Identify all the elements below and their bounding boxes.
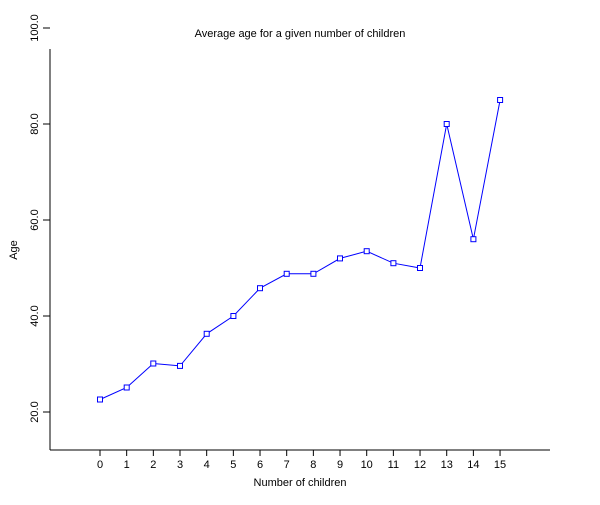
x-tick-label: 5 (230, 459, 236, 471)
data-point-marker (310, 270, 317, 277)
x-tick-label: 15 (494, 459, 506, 471)
x-tick-label: 13 (441, 459, 453, 471)
x-tick-label: 2 (150, 459, 156, 471)
data-point-marker (363, 248, 370, 255)
x-tick-label: 6 (257, 459, 263, 471)
data-point-marker (123, 384, 130, 391)
x-axis-ticks: 0 1 2 3 4 5 6 7 8 9 10 11 12 13 14 15 (97, 450, 506, 471)
y-tick-label: 40.0 (29, 305, 41, 326)
x-tick-label: 7 (284, 459, 290, 471)
x-axis-label: Number of children (254, 477, 347, 489)
x-tick-label: 11 (388, 459, 399, 471)
series-line (99, 99, 501, 400)
data-point-marker (283, 270, 290, 277)
data-point-marker (390, 260, 397, 267)
x-tick-label: 8 (310, 459, 316, 471)
data-point-marker (443, 121, 450, 127)
data-point-marker (497, 97, 504, 103)
y-tick-label: 100.0 (29, 14, 41, 42)
data-point-marker (150, 360, 157, 367)
x-tick-label: 12 (414, 459, 426, 471)
y-tick-label: 60.0 (29, 209, 41, 230)
y-tick-label: 20.0 (29, 401, 41, 422)
x-tick-label: 9 (337, 459, 343, 471)
x-tick-label: 3 (177, 459, 183, 471)
data-point-marker (417, 265, 423, 271)
data-point-marker (257, 285, 263, 292)
series-layer (97, 97, 504, 403)
y-axis-label: Age (8, 240, 20, 260)
x-tick-label: 4 (204, 459, 210, 471)
x-tick-label: 14 (467, 459, 479, 471)
x-tick-label: 1 (124, 459, 130, 471)
data-point-marker (470, 236, 477, 243)
data-point-marker (337, 255, 343, 262)
data-point-marker (230, 313, 237, 319)
data-point-marker (177, 362, 183, 369)
data-point-marker (97, 396, 103, 403)
y-axis-ticks: 20.0 40.0 60.0 80.0 100.0 (29, 14, 50, 423)
data-point-marker (203, 330, 210, 337)
y-tick-label: 80.0 (29, 113, 41, 134)
x-tick-label: 10 (361, 459, 373, 471)
chart-title: Average age for a given number of childr… (195, 28, 406, 40)
x-tick-label: 0 (97, 459, 103, 471)
